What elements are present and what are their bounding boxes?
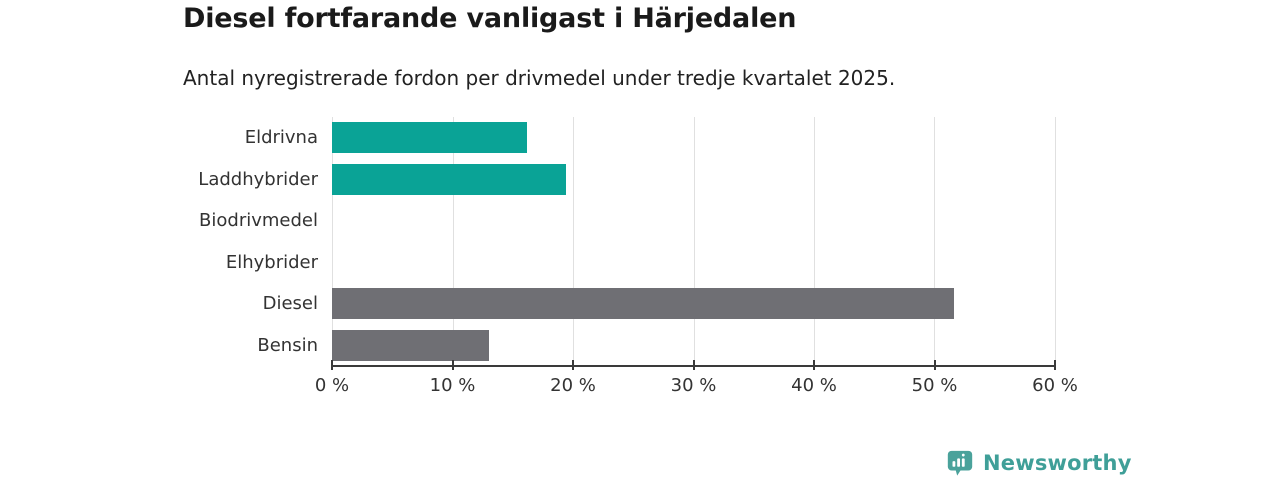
newsworthy-logo: Newsworthy	[945, 448, 1132, 478]
x-axis-tick	[451, 360, 454, 370]
bar-row-bensin: Bensin	[257, 325, 1055, 367]
bar-rows: Eldrivna Laddhybrider Biodrivmedel Elhyb…	[198, 117, 1055, 367]
bar-row-biodrivmedel: Biodrivmedel	[199, 200, 1055, 242]
bar-bensin	[332, 329, 489, 361]
gridline-60	[1055, 117, 1056, 366]
x-axis-tick	[933, 360, 936, 370]
x-axis-tick	[813, 360, 815, 370]
x-axis-tick	[572, 360, 574, 370]
x-axis-tick	[692, 360, 695, 370]
chart-subtitle: Antal nyregistrerade fordon per drivmede…	[183, 66, 896, 90]
bar-diesel	[332, 288, 954, 320]
x-tick-label-20: 20 %	[550, 375, 596, 396]
category-label: Eldrivna	[244, 127, 318, 149]
x-tick-label-60: 60 %	[1032, 375, 1078, 396]
newsworthy-logo-text: Newsworthy	[983, 451, 1132, 475]
x-tick-label-10: 10 %	[429, 375, 476, 396]
bar-row-diesel: Diesel	[263, 283, 1055, 325]
gridline-40	[814, 117, 815, 366]
category-label: Elhybrider	[225, 251, 318, 273]
gridline-30	[693, 117, 695, 366]
gridline-50	[934, 117, 936, 366]
gridline-0	[332, 117, 333, 366]
newsworthy-badge-bar-chart-icon	[945, 448, 975, 478]
x-tick-label-0: 0 %	[314, 375, 350, 396]
bar-laddhybrider	[332, 163, 566, 195]
gridline-10	[452, 117, 454, 366]
bar-row-eldrivna: Eldrivna	[245, 117, 1055, 159]
plot-area: Eldrivna Laddhybrider Biodrivmedel Elhyb…	[198, 117, 1056, 367]
category-label: Diesel	[262, 293, 318, 315]
bar-row-elhybrider: Elhybrider	[226, 242, 1055, 284]
category-label: Bensin	[257, 334, 318, 356]
x-axis-tick	[1054, 360, 1056, 370]
bar-eldrivna	[332, 122, 528, 154]
x-tick-label-30: 30 %	[670, 375, 717, 396]
category-label: Biodrivmedel	[199, 210, 318, 232]
bar-row-laddhybrider: Laddhybrider	[198, 159, 1055, 201]
x-tick-label-50: 50 %	[911, 375, 958, 396]
gridline-20	[572, 117, 574, 366]
category-label: Laddhybrider	[198, 168, 318, 190]
chart-title: Diesel fortfarande vanligast i Härjedale…	[183, 3, 797, 34]
x-tick-label-40: 40 %	[791, 375, 837, 396]
x-axis-tick	[331, 360, 333, 370]
